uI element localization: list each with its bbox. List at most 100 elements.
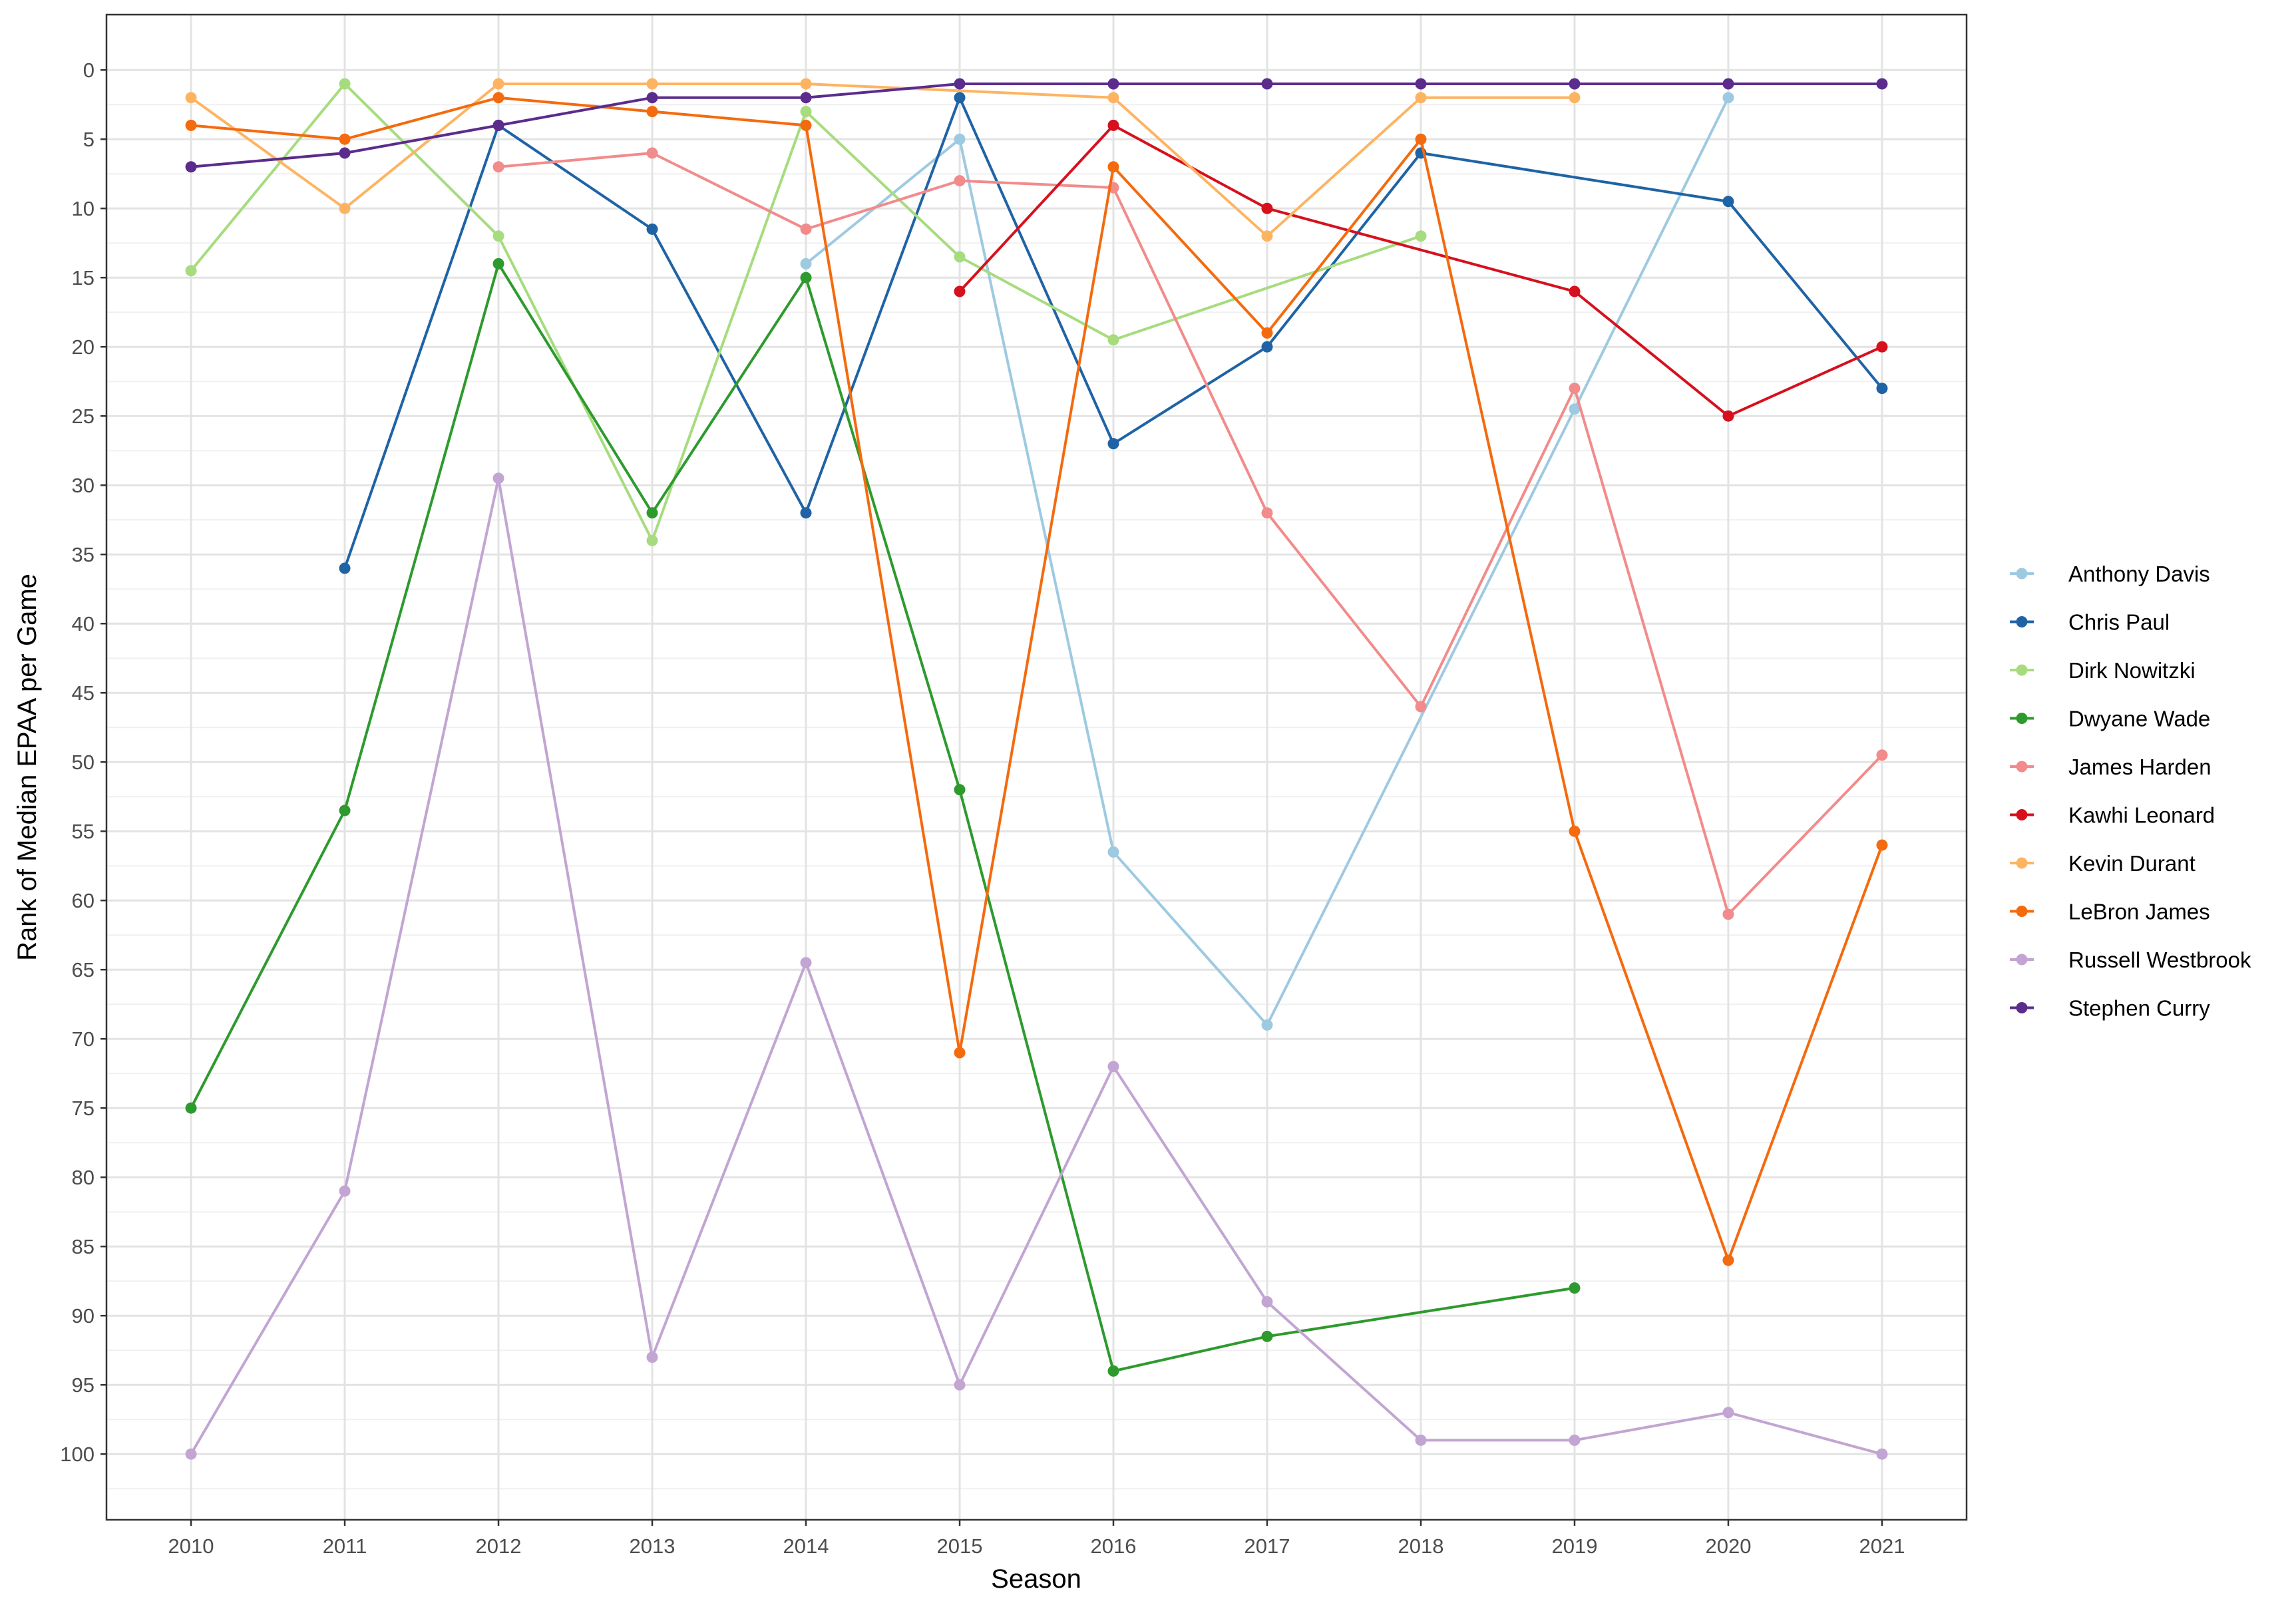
y-tick-label: 85 (72, 1235, 95, 1258)
series-line-lebron-james (190, 96, 1883, 1262)
data-point-dwyane-wade (646, 507, 658, 519)
axes: 0 5 10 15 20 25 30 35 40 45 50 55 60 65 70 75 80 85 90 95 10… (60, 59, 1905, 1558)
series-russell-westbrook (185, 472, 1888, 1460)
data-point-lebron-james (1876, 839, 1888, 851)
series-james-harden (492, 147, 1888, 920)
x-tick-label: 2017 (1244, 1534, 1290, 1558)
data-point-russell-westbrook (800, 957, 812, 969)
data-point-russell-westbrook (1107, 1061, 1119, 1073)
legend-item-russell-westbrook: Russell Westbrook (2010, 948, 2251, 972)
data-point-anthony-davis (954, 133, 966, 145)
data-point-chris-paul (1876, 383, 1888, 395)
data-point-kevin-durant (1107, 92, 1119, 104)
legend-key-point (2016, 664, 2028, 676)
data-point-james-harden (1876, 749, 1888, 761)
data-point-dwyane-wade (1107, 1365, 1119, 1377)
data-point-dwyane-wade (492, 258, 504, 269)
data-point-lebron-james (1261, 327, 1273, 339)
data-point-stephen-curry (1569, 78, 1581, 90)
data-point-james-harden (1261, 507, 1273, 519)
series-line-russell-westbrook (190, 476, 1883, 1456)
legend-label: Kevin Durant (2068, 851, 2196, 876)
y-axis-title: Rank of Median EPAA per Game (13, 574, 42, 961)
y-tick-label: 10 (72, 197, 95, 220)
legend-key-point (2016, 906, 2028, 917)
legend-item-chris-paul: Chris Paul (2010, 610, 2170, 635)
y-tick-label: 45 (72, 681, 95, 705)
data-point-lebron-james (646, 106, 658, 118)
legend: Anthony Davis Chris Paul Dirk Nowitzki Dwya… (2010, 562, 2251, 1021)
data-point-stephen-curry (1261, 78, 1273, 90)
data-point-kawhi-leonard (954, 285, 966, 297)
data-point-kawhi-leonard (1261, 202, 1273, 214)
x-tick-label: 2021 (1859, 1534, 1905, 1558)
legend-item-kawhi-leonard: Kawhi Leonard (2010, 803, 2215, 828)
x-tick-label: 2014 (783, 1534, 829, 1558)
data-point-lebron-james (339, 133, 351, 145)
data-point-kawhi-leonard (1569, 285, 1581, 297)
legend-label: Dirk Nowitzki (2068, 658, 2196, 683)
data-point-james-harden (1722, 908, 1734, 920)
data-series (185, 78, 1888, 1460)
y-tick-label: 50 (72, 751, 95, 774)
data-point-stephen-curry (954, 78, 966, 90)
grid-lines (106, 15, 1967, 1520)
plot-border (105, 13, 1968, 1521)
data-point-kevin-durant (1569, 92, 1581, 104)
x-tick-label: 2020 (1705, 1534, 1751, 1558)
data-point-dwyane-wade (954, 784, 966, 796)
data-point-dirk-nowitzki (954, 251, 966, 263)
legend-item-dirk-nowitzki: Dirk Nowitzki (2010, 658, 2196, 683)
data-point-stephen-curry (185, 161, 197, 173)
legend-label: Stephen Curry (2068, 996, 2210, 1021)
series-line-chris-paul (343, 96, 1883, 569)
y-tick-label: 55 (72, 820, 95, 843)
data-point-james-harden (492, 161, 504, 173)
series-dirk-nowitzki (185, 78, 1427, 546)
x-tick-label: 2019 (1551, 1534, 1597, 1558)
data-point-lebron-james (1722, 1254, 1734, 1266)
data-point-anthony-davis (1722, 92, 1734, 104)
data-point-stephen-curry (339, 147, 351, 159)
series-stephen-curry (185, 78, 1888, 173)
y-tick-label: 30 (72, 474, 95, 497)
data-point-chris-paul (1722, 196, 1734, 208)
data-point-dwyane-wade (185, 1102, 197, 1114)
data-point-russell-westbrook (339, 1185, 351, 1197)
data-point-dwyane-wade (1569, 1282, 1581, 1294)
data-point-lebron-james (185, 119, 197, 131)
legend-label: Dwyane Wade (2068, 707, 2210, 731)
data-point-chris-paul (954, 92, 966, 104)
y-tick-label: 40 (72, 612, 95, 635)
data-point-russell-westbrook (1415, 1434, 1427, 1446)
legend-key-point (2016, 713, 2028, 724)
y-tick-label: 75 (72, 1097, 95, 1120)
data-point-dirk-nowitzki (1415, 230, 1427, 242)
y-tick-label: 5 (83, 128, 95, 151)
data-point-russell-westbrook (1876, 1448, 1888, 1460)
data-point-stephen-curry (800, 92, 812, 104)
data-point-chris-paul (1107, 438, 1119, 450)
data-point-kawhi-leonard (1722, 410, 1734, 422)
series-line-dirk-nowitzki (190, 83, 1422, 542)
data-point-kevin-durant (492, 78, 504, 90)
data-point-james-harden (800, 223, 812, 235)
legend-item-james-harden: James Harden (2010, 755, 2211, 779)
data-point-anthony-davis (800, 258, 812, 269)
data-point-lebron-james (954, 1047, 966, 1059)
series-line-kawhi-leonard (958, 124, 1883, 418)
legend-key-point (2016, 1002, 2028, 1013)
data-point-chris-paul (646, 223, 658, 235)
data-point-stephen-curry (646, 92, 658, 104)
legend-key-point (2016, 761, 2028, 773)
data-point-russell-westbrook (492, 472, 504, 484)
data-point-stephen-curry (492, 119, 504, 131)
data-point-james-harden (954, 175, 966, 187)
legend-label: Anthony Davis (2068, 562, 2210, 586)
data-point-anthony-davis (1569, 403, 1581, 415)
legend-key-point (2016, 568, 2028, 580)
legend-label: Chris Paul (2068, 610, 2170, 635)
data-point-james-harden (1415, 701, 1427, 713)
y-tick-label: 100 (60, 1443, 95, 1466)
data-point-dirk-nowitzki (646, 534, 658, 546)
